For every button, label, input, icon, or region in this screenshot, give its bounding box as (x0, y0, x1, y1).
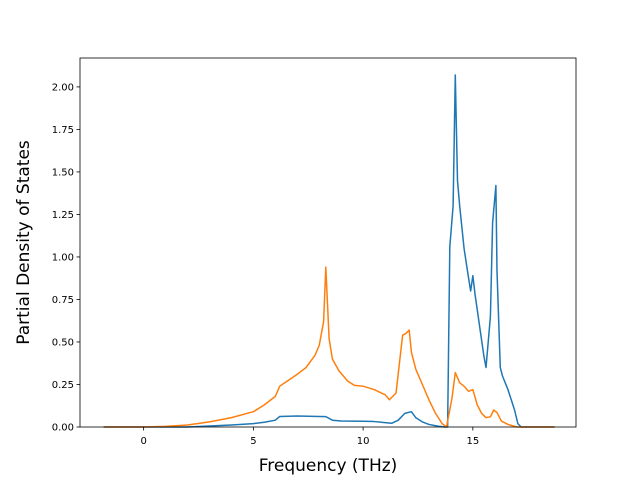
y-tick-label: 0.50 (52, 337, 74, 348)
x-axis-ticks: 0 5 10 15 (140, 427, 479, 447)
y-tick-label: 0.75 (52, 295, 74, 306)
series-line-2 (103, 266, 555, 428)
plot-frame (79, 57, 577, 428)
y-tick-label: 0.25 (52, 380, 74, 391)
y-axis-ticks: 0.00 0.25 0.50 0.75 1.00 1.25 1.50 1.75 2.00 (52, 82, 80, 434)
y-tick-label: 1.75 (52, 125, 74, 136)
y-tick-label: 1.00 (52, 252, 74, 263)
series-line-1 (103, 74, 555, 428)
y-tick-label: 1.50 (52, 167, 74, 178)
x-tick-label: 0 (140, 436, 146, 447)
y-tick-label: 2.00 (52, 82, 74, 93)
y-axis-label: Partial Density of States (14, 140, 34, 345)
y-tick-label: 1.25 (52, 210, 74, 221)
x-axis-label: Frequency (THz) (259, 456, 398, 476)
x-tick-label: 5 (250, 436, 256, 447)
y-tick-label: 0.00 (52, 423, 74, 434)
x-tick-label: 10 (357, 436, 370, 447)
series-layer (103, 74, 555, 428)
x-tick-label: 15 (466, 436, 479, 447)
